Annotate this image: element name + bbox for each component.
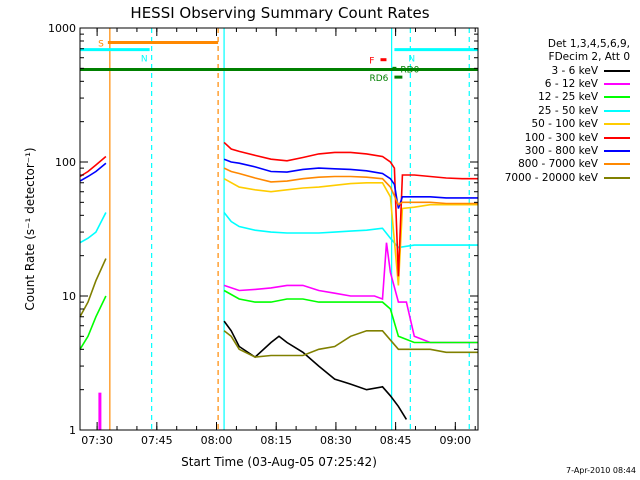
flag-label-5: N [408, 55, 415, 65]
flag-label-0: S [98, 39, 104, 49]
chart-title: HESSI Observing Summary Count Rates [130, 4, 429, 22]
legend-swatch [604, 69, 630, 72]
x-tick-label-0: 07:30 [81, 434, 113, 447]
y-tick-label-2: 100 [55, 156, 76, 169]
legend-item: 100 - 300 keV [500, 131, 638, 144]
y-tick-label-3: 1000 [48, 22, 76, 35]
flag-label-1: N [141, 55, 148, 65]
legend-label: 25 - 50 keV [538, 104, 598, 117]
legend-item: 3 - 6 keV [500, 64, 638, 77]
y-tick-label-0: 1 [69, 424, 76, 437]
series-line-2-segment-0 [79, 295, 107, 350]
series-line-3-segment-1 [223, 212, 478, 249]
legend-header-line-2: FDecim 2, Att 0 [548, 51, 630, 63]
legend-item: 7000 - 20000 keV [500, 171, 638, 184]
legend-label: 12 - 25 keV [538, 91, 598, 104]
series-line-5-segment-0 [79, 155, 107, 178]
legend-item: 800 - 7000 keV [500, 158, 638, 171]
series-line-1-segment-1 [223, 242, 478, 344]
y-axis-label: Count Rate (s⁻¹ detector⁻¹) [23, 147, 37, 310]
legend-swatch [604, 136, 630, 139]
legend-swatch [604, 96, 630, 99]
series-line-5-segment-1 [223, 141, 478, 277]
legend-swatch [604, 123, 630, 126]
plot-frame [79, 27, 479, 431]
flag-label-4: RD6 [369, 74, 388, 84]
series-line-8-segment-1 [223, 330, 478, 358]
legend-label: 50 - 100 keV [531, 118, 598, 131]
series-line-8-segment-0 [79, 258, 107, 318]
legend-swatch [604, 176, 630, 179]
x-axis-label: Start Time (03-Aug-05 07:25:42) [181, 455, 377, 469]
legend-item: 6 - 12 keV [500, 77, 638, 90]
legend-label: 6 - 12 keV [544, 78, 598, 91]
timestamp: 7-Apr-2010 08:44 [566, 466, 636, 475]
legend-item: 12 - 25 keV [500, 91, 638, 104]
legend-swatch [604, 109, 630, 112]
legend-item: 25 - 50 keV [500, 104, 638, 117]
series-line-7-segment-1 [223, 167, 478, 206]
legend-label: 800 - 7000 keV [518, 158, 598, 171]
legend-label: 3 - 6 keV [551, 64, 598, 77]
flag-label-3: RD0 [400, 65, 419, 75]
series-line-3-segment-0 [79, 212, 107, 244]
series-line-2-segment-1 [223, 289, 478, 344]
flag-label-2: F [369, 57, 374, 67]
x-tick-label-3: 08:15 [260, 434, 292, 447]
x-tick-label-6: 09:00 [439, 434, 471, 447]
legend-item: 300 - 800 keV [500, 144, 638, 157]
series-line-4-segment-1 [223, 178, 478, 286]
series-line-6-segment-1 [223, 158, 478, 209]
series-line-6-segment-0 [79, 162, 107, 182]
legend-rows: 3 - 6 keV 6 - 12 keV 12 - 25 keV 25 - 50 ke… [500, 64, 638, 185]
legend-label: 7000 - 20000 keV [504, 171, 598, 184]
legend-swatch [604, 163, 630, 166]
legend: Det 1,3,4,5,6,9, FDecim 2, Att 0 3 - 6 k… [500, 38, 638, 185]
legend-label: 300 - 800 keV [524, 145, 598, 158]
y-tick-label-1: 10 [62, 290, 76, 303]
x-tick-label-1: 07:45 [141, 434, 173, 447]
series-line-0-segment-1 [223, 320, 408, 420]
legend-item: 50 - 100 keV [500, 118, 638, 131]
x-tick-label-2: 08:00 [201, 434, 233, 447]
legend-label: 100 - 300 keV [524, 131, 598, 144]
x-tick-label-4: 08:30 [320, 434, 352, 447]
legend-swatch [604, 83, 630, 86]
x-tick-label-5: 08:45 [380, 434, 412, 447]
legend-swatch [604, 150, 630, 153]
legend-header-line-1: Det 1,3,4,5,6,9, [547, 38, 630, 50]
